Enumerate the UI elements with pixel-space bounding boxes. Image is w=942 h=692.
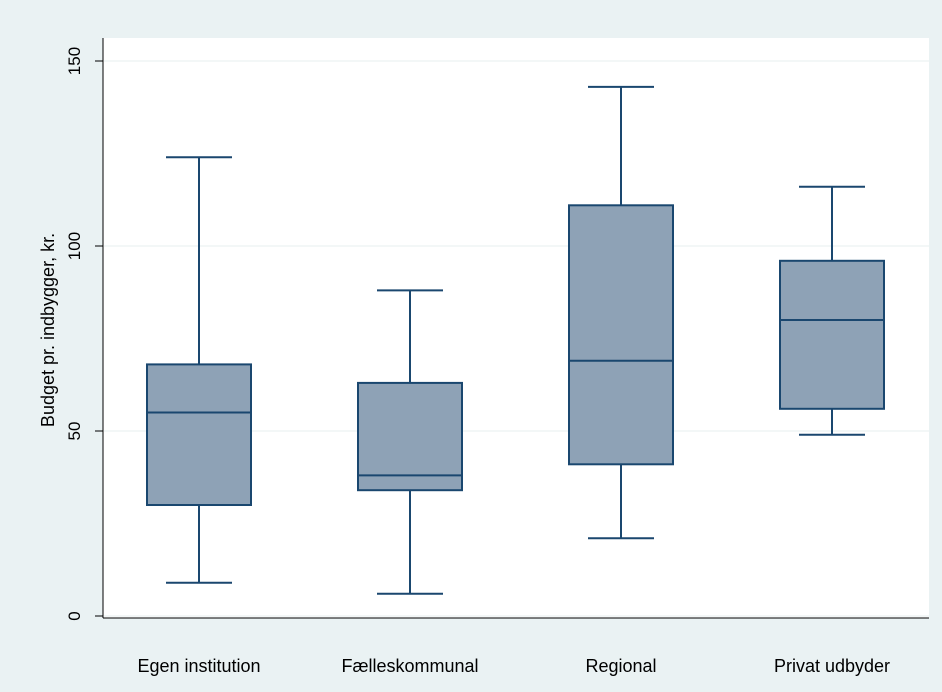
y-tick-label-50: 50: [65, 422, 84, 441]
y-tick-label-100: 100: [65, 232, 84, 260]
axes-group: [102, 38, 929, 619]
box-iqr: [779, 259, 885, 410]
y-axis-title: Budget pr. indbygger, kr.: [38, 233, 58, 427]
y-ticks-group: 0 50 100 150: [65, 47, 103, 621]
x-category-labels: Egen institution Fælleskommunal Regional Pr…: [137, 656, 890, 676]
box-group-2: [568, 85, 674, 540]
box-iqr: [357, 381, 463, 492]
y-tick-label-150: 150: [65, 47, 84, 75]
x-category-label-3: Privat udbyder: [774, 656, 890, 676]
x-category-label-2: Regional: [585, 656, 656, 676]
y-tick-label-0: 0: [65, 611, 84, 620]
box-iqr: [568, 204, 674, 466]
x-category-label-0: Egen institution: [137, 656, 260, 676]
box-group-0: [146, 156, 252, 584]
x-category-label-1: Fælleskommunal: [341, 656, 478, 676]
box-group-3: [779, 185, 885, 436]
box-iqr: [146, 363, 252, 506]
boxes-group: [146, 85, 885, 595]
box-group-1: [357, 289, 463, 595]
